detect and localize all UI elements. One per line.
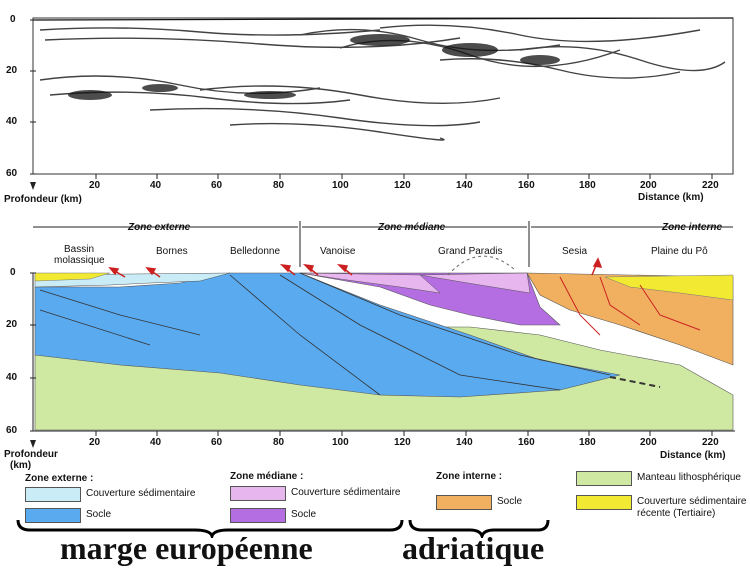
place-belledonne: Belledonne (230, 246, 281, 257)
legend-recent-1: Couverture sédimentaire (637, 496, 747, 507)
legend-interne-title: Zone interne : (436, 471, 503, 482)
brace-adriatique (408, 519, 550, 538)
top-depth-tick: 60 (6, 168, 18, 179)
swatch-manteau (576, 471, 632, 486)
top-depth-tick: 0 (10, 14, 16, 25)
legend-recent-2: récente (Tertiaire) (637, 508, 716, 519)
place-molassique: molassique (54, 255, 105, 266)
section-depth-tick: 60 (6, 425, 18, 436)
legend-interne-socle: Socle (497, 496, 523, 507)
zone-divisions (33, 221, 733, 267)
legend-manteau: Manteau lithosphérique (637, 472, 741, 483)
seismic-dense-zones (68, 34, 560, 100)
section-depth-label: Profondeur (4, 449, 58, 460)
section-distance-tick: 60 (211, 437, 223, 448)
swatch-mediane-socle (230, 508, 286, 523)
place-vanoise: Vanoise (320, 246, 356, 257)
label-marge-europeenne: marge européenne (60, 530, 313, 566)
section-depth-tick: 0 (10, 267, 16, 278)
recent-cover-east (604, 274, 734, 301)
legend-externe-socle: Socle (86, 509, 112, 520)
top-depth-tick: 20 (6, 65, 18, 76)
legend-externe-title: Zone externe : (25, 473, 94, 484)
section-depth-tick: 40 (6, 372, 18, 383)
seismic-profile (30, 17, 734, 190)
section-distance-label: Distance (km) (660, 450, 726, 461)
top-distance-tick: 180 (579, 180, 596, 191)
top-distance-tick: 100 (332, 180, 349, 191)
zone-externe-header: Zone externe (128, 222, 191, 233)
section-axes (30, 272, 735, 436)
place-bassin: Bassin (64, 244, 95, 255)
legend-mediane-cover: Couverture sédimentaire (291, 487, 401, 498)
top-distance-tick: 160 (518, 180, 535, 191)
top-distance-tick: 40 (150, 180, 162, 191)
swatch-mediane-cover (230, 486, 286, 501)
thrust-lines (39, 272, 661, 396)
top-distance-tick: 120 (394, 180, 411, 191)
section-distance-tick: 120 (394, 437, 411, 448)
section-distance-tick: 40 (150, 437, 162, 448)
mediane-cover-east (419, 272, 531, 294)
swatch-interne-socle (436, 495, 492, 510)
top-distance-tick: 220 (702, 180, 719, 191)
top-distance-tick: 200 (640, 180, 657, 191)
section-distance-tick: 200 (640, 437, 657, 448)
top-depth-tick: 40 (6, 116, 18, 127)
section-distance-tick: 220 (702, 437, 719, 448)
place-bornes: Bornes (156, 246, 188, 257)
place-plaine-po: Plaine du Pô (651, 246, 708, 257)
brace-europe (16, 519, 404, 538)
top-distance-tick: 140 (456, 180, 473, 191)
zone-interne-header: Zone interne (662, 222, 723, 233)
section-distance-tick: 140 (456, 437, 473, 448)
section-distance-tick: 80 (273, 437, 285, 448)
section-distance-tick: 100 (332, 437, 349, 448)
top-distance-tick: 80 (273, 180, 285, 191)
fault-arrows (108, 257, 603, 278)
swatch-recent-cover (576, 495, 632, 510)
recent-cover-west (34, 272, 111, 282)
place-sesia: Sesia (562, 246, 588, 257)
top-distance-tick: 60 (211, 180, 223, 191)
legend-mediane-socle: Socle (291, 509, 317, 520)
mediane-cover (299, 272, 441, 294)
label-adriatique: adriatique (402, 530, 545, 566)
cross-section (30, 221, 735, 448)
place-grand-paradis: Grand Paradis (438, 246, 503, 257)
zone-mediane-header: Zone médiane (378, 222, 446, 233)
swatch-externe-socle (25, 508, 81, 523)
swatch-externe-cover (25, 487, 81, 502)
section-distance-tick: 180 (579, 437, 596, 448)
section-depth-unit: (km) (10, 460, 32, 471)
top-distance-label: Distance (km) (638, 192, 704, 203)
grand-paradis-dome (447, 255, 516, 276)
interne-faults (559, 276, 701, 336)
legend-mediane-title: Zone médiane : (230, 471, 304, 482)
section-distance-tick: 160 (518, 437, 535, 448)
margin-braces (16, 519, 550, 538)
section-distance-tick: 20 (89, 437, 101, 448)
top-depth-label: Profondeur (km) (4, 194, 82, 205)
top-distance-tick: 20 (89, 180, 101, 191)
section-depth-tick: 20 (6, 319, 18, 330)
legend-externe-cover: Couverture sédimentaire (86, 488, 196, 499)
